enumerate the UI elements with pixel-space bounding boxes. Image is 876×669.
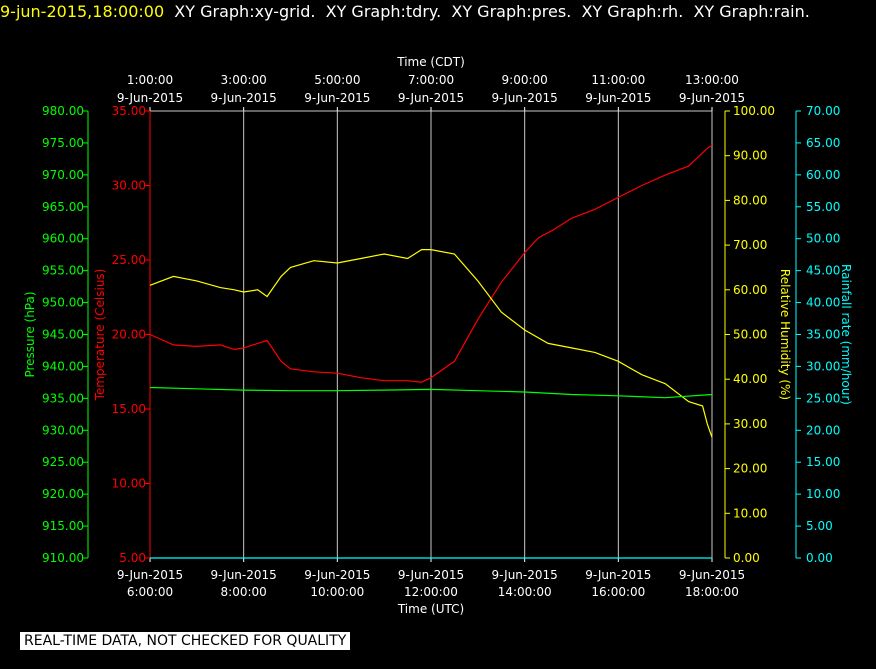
top-tick-date-5: 9-Jun-2015 [585, 91, 651, 105]
tab-xy-grid[interactable]: XY Graph:xy-grid. [174, 2, 316, 21]
pressure-tick-label-12: 970.00 [42, 168, 84, 182]
top-tick-date-1: 9-Jun-2015 [211, 91, 277, 105]
bottom-tick-date-3: 9-Jun-2015 [398, 568, 464, 582]
temperature-series-line [149, 144, 713, 383]
window-header: 9-jun-2015,18:00:00 XY Graph:xy-grid. XY… [0, 2, 876, 22]
bottom-tick-time-1: 8:00:00 [221, 585, 267, 599]
humidity-tick-label-5: 50.00 [733, 328, 767, 342]
pressure-tick-label-5: 935.00 [42, 391, 84, 405]
bottom-tick-time-4: 14:00:00 [498, 585, 552, 599]
top-tick-time-3: 7:00:00 [408, 73, 454, 87]
top-tick-date-3: 9-Jun-2015 [398, 91, 464, 105]
rain-tick-label-11: 55.00 [806, 200, 840, 214]
quality-notice: REAL-TIME DATA, NOT CHECKED FOR QUALITY [20, 632, 351, 650]
pressure-tick-label-6: 940.00 [42, 359, 84, 373]
bottom-tick-time-0: 6:00:00 [127, 585, 173, 599]
bottom-tick-date-1: 9-Jun-2015 [211, 568, 277, 582]
rain-tick-label-6: 30.00 [806, 359, 840, 373]
humidity-tick-label-6: 60.00 [733, 283, 767, 297]
top-tick-time-4: 9:00:00 [502, 73, 548, 87]
pressure-tick-label-1: 915.00 [42, 519, 84, 533]
humidity-tick-label-3: 30.00 [733, 417, 767, 431]
rain-axis-label: Rainfall rate (mm/hour) [839, 264, 853, 405]
humidity-tick-label-1: 10.00 [733, 506, 767, 520]
top-tick-time-5: 11:00:00 [591, 73, 645, 87]
bottom-tick-time-5: 16:00:00 [591, 585, 645, 599]
bottom-tick-time-3: 12:00:00 [404, 585, 458, 599]
bottom-tick-date-2: 9-Jun-2015 [304, 568, 370, 582]
pressure-tick-label-13: 975.00 [42, 136, 84, 150]
humidity-tick-label-9: 90.00 [733, 149, 767, 163]
bottom-tick-date-0: 9-Jun-2015 [117, 568, 183, 582]
rain-tick-label-3: 15.00 [806, 455, 840, 469]
pressure-axis-label: Pressure (hPa) [23, 291, 37, 377]
rain-tick-label-12: 60.00 [806, 168, 840, 182]
rain-tick-label-1: 5.00 [806, 519, 833, 533]
humidity-tick-label-7: 70.00 [733, 238, 767, 252]
pressure-tick-label-4: 930.00 [42, 423, 84, 437]
rain-tick-label-14: 70.00 [806, 104, 840, 118]
bottom-tick-time-2: 10:00:00 [310, 585, 364, 599]
temperature-axis-label: Temperature (Celsius) [93, 269, 107, 402]
top-tick-date-0: 9-Jun-2015 [117, 91, 183, 105]
top-tick-time-2: 5:00:00 [314, 73, 360, 87]
rain-tick-label-9: 45.00 [806, 264, 840, 278]
humidity-series-line [149, 249, 713, 438]
rain-tick-label-13: 65.00 [806, 136, 840, 150]
temperature-tick-label-2: 15.00 [112, 402, 146, 416]
top-tick-time-1: 3:00:00 [221, 73, 267, 87]
pressure-tick-label-9: 955.00 [42, 264, 84, 278]
pressure-tick-label-3: 925.00 [42, 455, 84, 469]
bottom-axis-label: Time (UTC) [397, 602, 464, 616]
top-tick-time-6: 13:00:00 [685, 73, 739, 87]
pressure-tick-label-10: 960.00 [42, 232, 84, 246]
rain-tick-label-10: 50.00 [806, 232, 840, 246]
bottom-tick-date-5: 9-Jun-2015 [585, 568, 651, 582]
pressure-tick-label-0: 910.00 [42, 551, 84, 565]
bottom-tick-time-6: 18:00:00 [685, 585, 739, 599]
rain-tick-label-2: 10.00 [806, 487, 840, 501]
temperature-tick-label-5: 30.00 [112, 179, 146, 193]
temperature-tick-label-4: 25.00 [112, 253, 146, 267]
rain-tick-label-8: 40.00 [806, 296, 840, 310]
temperature-tick-label-6: 35.00 [112, 104, 146, 118]
rain-tick-label-0: 0.00 [806, 551, 833, 565]
rain-tick-label-4: 20.00 [806, 423, 840, 437]
humidity-tick-label-2: 20.00 [733, 462, 767, 476]
top-tick-date-4: 9-Jun-2015 [492, 91, 558, 105]
top-axis-label: Time (CDT) [396, 55, 465, 69]
pressure-series-line [149, 386, 713, 399]
pressure-tick-label-2: 920.00 [42, 487, 84, 501]
top-tick-date-6: 9-Jun-2015 [679, 91, 745, 105]
temperature-tick-label-0: 5.00 [119, 551, 146, 565]
header-datetime: 9-jun-2015,18:00:00 [0, 2, 165, 21]
top-tick-date-2: 9-Jun-2015 [304, 91, 370, 105]
top-tick-time-0: 1:00:00 [127, 73, 173, 87]
rain-tick-label-5: 25.00 [806, 391, 840, 405]
humidity-axis-label: Relative Humidity (%) [778, 269, 792, 400]
tab-rh[interactable]: XY Graph:rh. [581, 2, 684, 21]
temperature-tick-label-1: 10.00 [112, 477, 146, 491]
bottom-tick-date-4: 9-Jun-2015 [492, 568, 558, 582]
bottom-tick-date-6: 9-Jun-2015 [679, 568, 745, 582]
pressure-tick-label-14: 980.00 [42, 104, 84, 118]
tab-rain[interactable]: XY Graph:rain. [693, 2, 810, 21]
pressure-tick-label-8: 950.00 [42, 296, 84, 310]
pressure-tick-label-11: 965.00 [42, 200, 84, 214]
humidity-tick-label-0: 0.00 [733, 551, 760, 565]
tab-tdry[interactable]: XY Graph:tdry. [325, 2, 442, 21]
rain-tick-label-7: 35.00 [806, 328, 840, 342]
humidity-tick-label-4: 40.00 [733, 372, 767, 386]
humidity-tick-label-8: 80.00 [733, 193, 767, 207]
humidity-tick-label-10: 100.00 [733, 104, 775, 118]
tab-pres[interactable]: XY Graph:pres. [451, 2, 572, 21]
temperature-tick-label-3: 20.00 [112, 328, 146, 342]
pressure-tick-label-7: 945.00 [42, 328, 84, 342]
